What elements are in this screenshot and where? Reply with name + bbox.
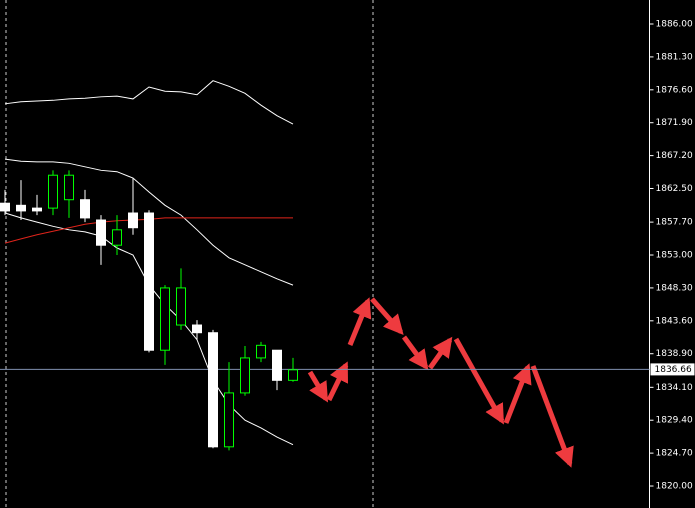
y-tick-label: 1824.70 [656,449,693,459]
y-tick-label: 1829.40 [656,416,693,426]
forecast-arrow [401,335,429,371]
y-tick-label: 1876.60 [656,85,693,95]
forecast-arrow [427,336,453,370]
candle-body [128,212,138,229]
candle-body [96,219,106,246]
y-tick-label: 1857.70 [656,218,693,228]
y-tick-label: 1881.30 [656,52,693,62]
forecast-arrow [307,370,329,403]
y-tick-label: 1853.00 [656,251,693,261]
forecast-arrow [326,361,349,402]
indicator-line [4,80,294,125]
forecast-arrow [370,297,404,336]
y-tick-label: 1848.30 [656,283,693,293]
candle-body [272,349,282,381]
candle-body [240,357,250,394]
candle-body [16,204,26,212]
indicator-line [4,158,294,286]
candle-body [0,202,10,212]
candle-body [32,207,42,212]
y-tick-label: 1871.90 [656,118,693,128]
candle-body [288,369,298,381]
candle-body [208,332,218,448]
y-tick-label: 1838.90 [656,349,693,359]
y-tick-label: 1862.50 [656,184,693,194]
candle-body [80,199,90,219]
candle-body [64,174,74,201]
current-price-label: 1836.66 [655,365,692,375]
y-tick-label: 1867.20 [656,151,693,161]
forecast-arrow [453,337,505,425]
forecast-arrow [530,365,574,468]
forecast-arrow [347,297,372,346]
forecast-arrow [503,363,532,424]
y-tick-label: 1820.00 [656,482,693,492]
y-tick-label: 1886.00 [656,20,693,30]
y-tick-label: 1843.60 [656,316,693,326]
candle-body [112,229,122,246]
candle-body [160,287,170,351]
candle-body [224,392,234,448]
candle-body [256,344,266,359]
current-price-box [650,363,695,376]
forecast-arrows [307,297,574,468]
candle-body [176,287,186,326]
candle-body [48,174,58,209]
candle-body [192,324,202,334]
y-tick-label: 1834.10 [656,383,693,393]
candle-body [144,212,154,351]
